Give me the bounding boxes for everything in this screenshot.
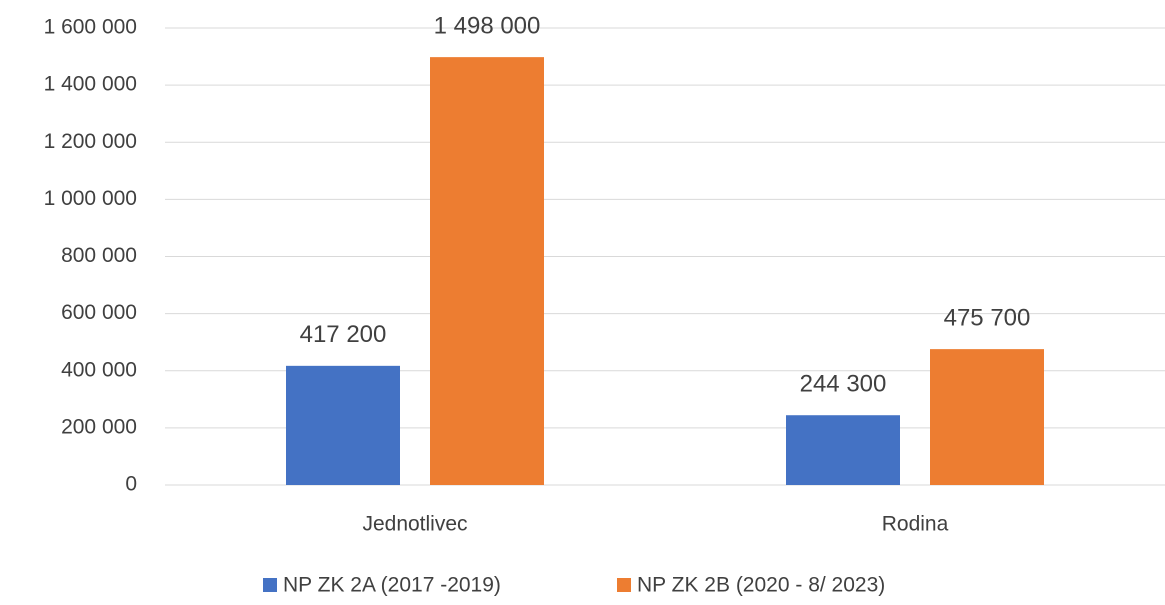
bar: [286, 365, 400, 485]
y-tick-label: 800 000: [61, 244, 137, 267]
bar: [930, 349, 1044, 485]
x-tick-label: Rodina: [882, 513, 949, 536]
bar: [786, 415, 900, 485]
legend-swatch: [617, 578, 631, 592]
y-tick-label: 400 000: [61, 358, 137, 381]
legend-label: NP ZK 2A (2017 -2019): [283, 574, 501, 597]
y-tick-label: 0: [125, 473, 137, 496]
value-label: 1 498 000: [434, 12, 541, 39]
bar: [430, 57, 544, 485]
y-tick-label: 1 200 000: [44, 130, 137, 153]
legend-label: NP ZK 2B (2020 - 8/ 2023): [637, 574, 885, 597]
x-tick-label: Jednotlivec: [362, 513, 467, 536]
value-label: 244 300: [800, 371, 887, 398]
value-label: 417 200: [300, 321, 387, 348]
y-tick-label: 200 000: [61, 415, 137, 438]
y-tick-label: 1 000 000: [44, 187, 137, 210]
y-tick-label: 1 600 000: [44, 16, 137, 39]
y-tick-label: 1 400 000: [44, 73, 137, 96]
legend-swatch: [263, 578, 277, 592]
value-label: 475 700: [944, 304, 1031, 331]
y-tick-label: 600 000: [61, 301, 137, 324]
